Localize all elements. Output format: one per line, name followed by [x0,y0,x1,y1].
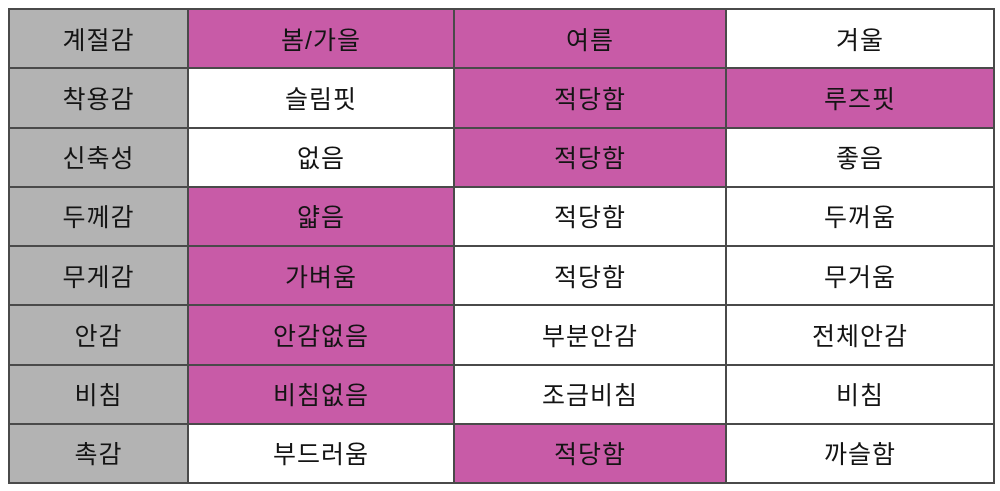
option-cell: 적당함 [453,244,727,307]
option-cell: 적당함 [453,185,727,248]
table-row: 계절감 봄/가을 여름 겨울 [8,7,995,70]
option-cell: 비침 [725,363,995,425]
table-row: 촉감 부드러움 적당함 까슬함 [8,422,995,485]
attribute-label-cell: 계절감 [8,7,189,70]
table-row: 비침 비침없음 조금비침 비침 [8,363,995,425]
option-cell: 적당함 [453,422,727,485]
option-cell: 루즈핏 [725,67,995,129]
option-cell: 무거움 [725,244,995,307]
attribute-label-cell: 비침 [8,363,189,425]
option-cell: 전체안감 [725,304,995,366]
option-cell: 비침없음 [187,363,455,425]
option-cell: 여름 [453,7,727,70]
option-cell: 적당함 [453,67,727,129]
option-cell: 봄/가을 [187,7,455,70]
table-row: 무게감 가벼움 적당함 무거움 [8,244,995,307]
option-cell: 두꺼움 [725,185,995,248]
table-body: 계절감 봄/가을 여름 겨울 착용감 슬림핏 적당함 루즈핏 신축성 없음 적당… [8,7,995,485]
option-cell: 없음 [187,126,455,188]
option-cell: 가벼움 [187,244,455,307]
option-cell: 안감없음 [187,304,455,366]
table-row: 두께감 얇음 적당함 두꺼움 [8,185,995,248]
option-cell: 까슬함 [725,422,995,485]
option-cell: 슬림핏 [187,67,455,129]
attribute-label-cell: 안감 [8,304,189,366]
attribute-label-cell: 두께감 [8,185,189,248]
option-cell: 적당함 [453,126,727,188]
option-cell: 얇음 [187,185,455,248]
attribute-label-cell: 촉감 [8,422,189,485]
table-row: 신축성 없음 적당함 좋음 [8,126,995,188]
option-cell: 좋음 [725,126,995,188]
option-cell: 부분안감 [453,304,727,366]
option-cell: 조금비침 [453,363,727,425]
table-row: 착용감 슬림핏 적당함 루즈핏 [8,67,995,129]
option-cell: 부드러움 [187,422,455,485]
attribute-label-cell: 착용감 [8,67,189,129]
attribute-label-cell: 신축성 [8,126,189,188]
product-attribute-table: 계절감 봄/가을 여름 겨울 착용감 슬림핏 적당함 루즈핏 신축성 없음 적당… [8,7,995,485]
attribute-label-cell: 무게감 [8,244,189,307]
option-cell: 겨울 [725,7,995,70]
table-row: 안감 안감없음 부분안감 전체안감 [8,304,995,366]
